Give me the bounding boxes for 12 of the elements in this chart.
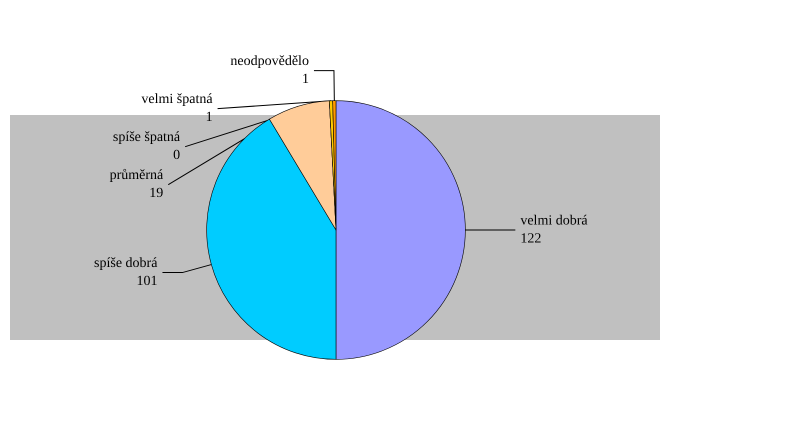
category-label: spíše špatná (112, 130, 180, 146)
text: 0 (173, 148, 180, 164)
slice-label: neodpovědělo (230, 54, 309, 70)
data-label: 19 (149, 186, 164, 202)
data-label: 101 (136, 274, 158, 290)
slice-label: velmi špatná (141, 92, 214, 108)
slice-label: průměrná (110, 168, 164, 184)
data-label: 1 (206, 110, 213, 126)
slice-label: velmi dobrá (520, 214, 588, 228)
slice-label: spíše dobrá (94, 256, 158, 272)
data-label: 1 (302, 72, 309, 88)
data-label: 122 (520, 232, 542, 246)
